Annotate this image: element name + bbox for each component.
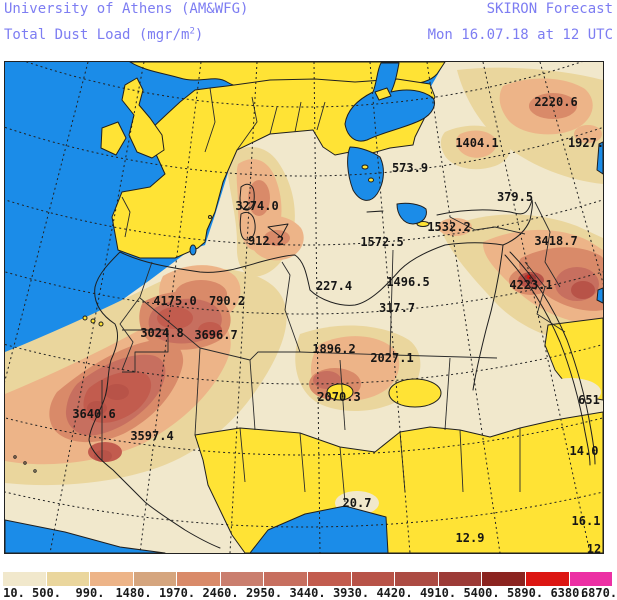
scale-tick-label: 6380. (550, 586, 587, 600)
map-value-label: 1896.2 (312, 342, 356, 356)
scale-color-segment (308, 572, 352, 586)
map-value-label: 16.1 (571, 514, 601, 528)
dust-value-labels: 2220.6 1404.1 1927. 573.9 379.5 3274.0 1532.2 9… (5, 62, 605, 556)
valid-time: Mon 16.07.18 at 12 UTC (427, 27, 613, 43)
scale-tick-label: 500. (32, 586, 61, 600)
map-value-label: 4223.1 (509, 278, 553, 292)
scale-tick-label: 4910. (419, 586, 457, 600)
scale-color-segment (220, 572, 265, 586)
scale-tick-label: 4420. (376, 586, 413, 600)
scale-tick-label: 5890. (506, 586, 544, 600)
map-value-label: 20.7 (342, 496, 372, 510)
scale-tick-label: 10. (3, 586, 25, 600)
coastline-layer (13, 183, 596, 549)
map-value-label: 3418.7 (534, 234, 578, 248)
scale-color-segment (482, 572, 526, 586)
scale-color-segment (133, 572, 178, 586)
color-scale-ticks: 10. 500. 990. 1480. 1970. 2460. 2950. 3440. 3930… (3, 586, 617, 600)
scale-color-segment (177, 572, 221, 586)
map-value-label: 3024.8 (140, 326, 184, 340)
map-value-label: 2220.6 (534, 95, 578, 109)
scale-tick-label: 3440. (289, 586, 326, 600)
model-title: SKIRON Forecast (486, 1, 613, 17)
map-value-label: 912.2 (247, 234, 285, 248)
scale-color-segment (525, 572, 570, 586)
color-scale-bar (3, 572, 614, 586)
scale-tick-label: 6870. (580, 586, 617, 600)
map-value-label: 3597.4 (130, 429, 174, 443)
scale-tick-label: 3930. (332, 586, 370, 600)
map-value-label: 1496.5 (386, 275, 430, 289)
map-value-label: 4175.0 (153, 294, 197, 308)
map-value-label: 2027.1 (370, 351, 414, 365)
map-value-label: 2070.3 (317, 390, 361, 404)
map-value-label: 1572.5 (360, 235, 404, 249)
scale-color-segment (569, 572, 614, 586)
map-value-label: 1927. (567, 136, 605, 150)
scale-color-segment (438, 572, 483, 586)
scale-tick-label: 990. (75, 586, 105, 600)
scale-color-segment (395, 572, 439, 586)
map-value-label: 573.9 (391, 161, 429, 175)
seas-layer (5, 62, 603, 553)
superscript-2: 2 (189, 26, 195, 37)
map-value-label: 3274.0 (235, 199, 279, 213)
scale-color-segment (264, 572, 309, 586)
header-row-1: University of Athens (AM&WFG) SKIRON For… (4, 1, 613, 17)
scale-color-segment (46, 572, 91, 586)
header-row-2: Total Dust Load (mgr/m2) Mon 16.07.18 at… (4, 27, 613, 43)
scale-tick-label: 2460. (202, 586, 239, 600)
map-value-label: 317.7 (378, 301, 416, 315)
scale-color-segment (351, 572, 396, 586)
scale-tick-label: 2950. (245, 586, 283, 600)
map-value-label: 1404.1 (455, 136, 499, 150)
map-value-label: 3640.6 (72, 407, 116, 421)
map-value-label: 12.9 (455, 531, 485, 545)
scale-color-segment (90, 572, 134, 586)
scale-tick-label: 5400. (463, 586, 500, 600)
scale-tick-label: 1480. (115, 586, 152, 600)
color-scale: 10. 500. 990. 1480. 1970. 2460. 2950. 3440. 3930… (3, 572, 617, 600)
forecast-map: 2220.6 1404.1 1927. 573.9 379.5 3274.0 1532.2 9… (4, 61, 605, 556)
institution-title: University of Athens (AM&WFG) (4, 1, 249, 17)
map-value-label: 3696.7 (194, 328, 238, 342)
map-value-label: 12 (586, 542, 602, 556)
map-value-label: 790.2 (208, 294, 246, 308)
map-value-label: 651 (578, 393, 600, 407)
scale-tick-label: 1970. (158, 586, 196, 600)
scale-color-segment (3, 572, 47, 586)
map-canvas (5, 62, 603, 553)
map-value-label: 227.4 (315, 279, 353, 293)
map-value-label: 14.0 (569, 444, 599, 458)
product-title: Total Dust Load (mgr/m2) (4, 26, 204, 43)
map-value-label: 379.5 (496, 190, 534, 204)
map-value-label: 1532.2 (427, 220, 471, 234)
graticule-layer (5, 62, 603, 553)
